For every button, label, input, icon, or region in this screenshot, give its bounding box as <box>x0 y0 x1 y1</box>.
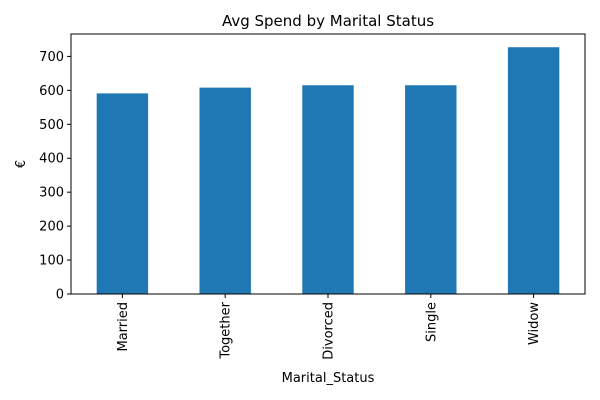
bar-together <box>199 87 251 294</box>
bar-married <box>96 93 149 294</box>
bar-widow <box>507 47 560 295</box>
x-tick-label: Divorced <box>322 302 337 360</box>
x-tick-label: Single <box>424 302 439 342</box>
y-tick-label: 0 <box>56 288 64 303</box>
y-tick-label: 100 <box>39 254 64 269</box>
y-tick-label: 600 <box>39 84 64 99</box>
x-tick-label: Widow <box>527 302 542 345</box>
y-tick-label: 200 <box>39 220 64 235</box>
bars-group <box>96 47 560 295</box>
y-tick-label: 300 <box>39 186 64 201</box>
bar-single <box>405 85 457 294</box>
y-tick-label: 700 <box>39 50 64 65</box>
y-tick-label: 500 <box>39 118 64 133</box>
y-axis-label: € <box>14 160 29 168</box>
y-axis-ticks: 0 100 200 300 400 500 600 700 <box>39 50 71 303</box>
x-axis-label: Marital_Status <box>282 371 375 386</box>
y-tick-label: 400 <box>39 152 64 167</box>
bar-divorced <box>302 85 354 294</box>
x-axis-ticks: Married Together Divorced Single Widow <box>116 294 542 360</box>
plot-frame <box>70 33 586 295</box>
chart-title: Avg Spend by Marital Status <box>222 12 434 30</box>
x-tick-label: Married <box>116 302 131 352</box>
x-tick-label: Together <box>219 301 234 359</box>
